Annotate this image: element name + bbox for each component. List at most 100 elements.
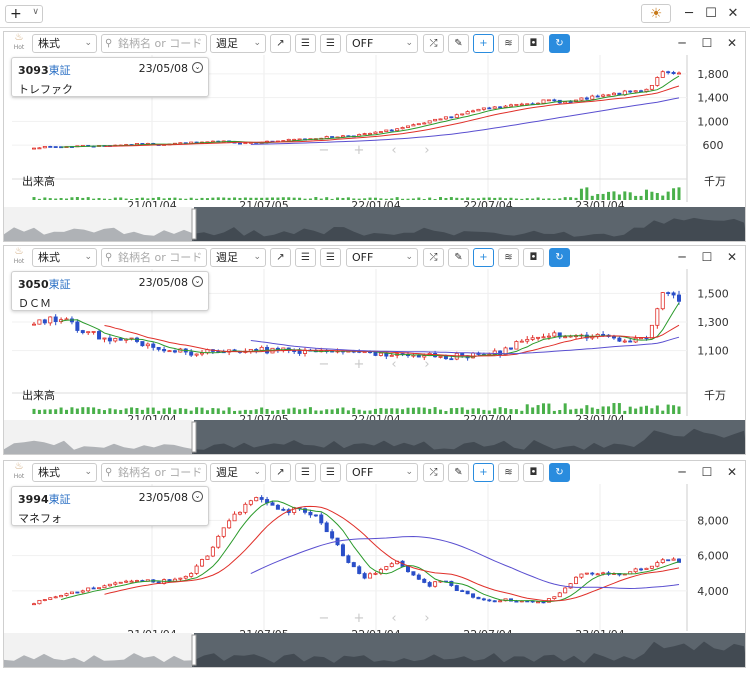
minimize-button[interactable]: ─ bbox=[680, 4, 698, 22]
volume-bar bbox=[379, 408, 383, 414]
zoom-out-icon[interactable]: − bbox=[319, 143, 330, 158]
zoom-out-icon[interactable]: − bbox=[319, 611, 330, 626]
panel-maximize-button[interactable]: ☐ bbox=[699, 249, 715, 265]
period-select[interactable]: 週足 ⌄ bbox=[210, 248, 266, 267]
crosshair-button[interactable]: + bbox=[473, 463, 494, 482]
hot-icon[interactable]: ♨ Hot bbox=[10, 33, 28, 53]
panel-close-button[interactable]: ✕ bbox=[724, 464, 740, 480]
volume-bar bbox=[422, 407, 426, 414]
crosshair-button[interactable]: + bbox=[473, 34, 494, 53]
shuffle-button[interactable]: ⤮ bbox=[423, 248, 444, 267]
candle-body bbox=[427, 120, 432, 124]
volume-bar bbox=[661, 195, 665, 200]
align-left-icon: ☰ bbox=[301, 467, 310, 478]
theme-toggle-button[interactable]: ☀ bbox=[641, 4, 671, 23]
pen-button[interactable]: ✎ bbox=[448, 463, 469, 482]
add-chart-button[interactable]: + ∨ bbox=[5, 5, 43, 23]
candle-body bbox=[259, 346, 264, 351]
volume-bar bbox=[634, 408, 638, 414]
camera-button[interactable]: ◘ bbox=[523, 34, 544, 53]
panel-close-button[interactable]: ✕ bbox=[724, 35, 740, 51]
align-left-tool[interactable]: ☰ bbox=[295, 248, 316, 267]
x-tick-label: 22/01/04 bbox=[351, 199, 400, 210]
chevron-down-icon: ⌄ bbox=[253, 38, 261, 48]
candle-body bbox=[503, 105, 508, 108]
search-input[interactable]: ⚲ 銘柄名 or コード bbox=[101, 463, 207, 482]
collapse-icon[interactable]: ⌄ bbox=[192, 62, 203, 73]
hot-icon[interactable]: ♨ Hot bbox=[10, 462, 28, 482]
period-select[interactable]: 週足 ⌄ bbox=[210, 34, 266, 53]
range-navigator[interactable] bbox=[4, 420, 746, 454]
zoom-in-icon[interactable]: + bbox=[354, 357, 365, 372]
volume-bar bbox=[585, 405, 589, 414]
camera-button[interactable]: ◘ bbox=[523, 463, 544, 482]
shuffle-button[interactable]: ⤮ bbox=[423, 463, 444, 482]
candle-body bbox=[411, 124, 416, 127]
overlay-select[interactable]: OFF ⌄ bbox=[346, 34, 418, 53]
scroll-left-icon[interactable]: ‹ bbox=[391, 143, 396, 158]
candle-body bbox=[221, 527, 226, 537]
search-input[interactable]: ⚲ 銘柄名 or コード bbox=[101, 248, 207, 267]
crosshair-button[interactable]: + bbox=[473, 248, 494, 267]
panel-minimize-button[interactable]: ─ bbox=[674, 464, 690, 480]
overlay-select[interactable]: OFF ⌄ bbox=[346, 248, 418, 267]
volume-bar bbox=[325, 409, 329, 414]
indicator-button[interactable]: ≋ bbox=[498, 248, 519, 267]
panel-maximize-button[interactable]: ☐ bbox=[699, 464, 715, 480]
camera-button[interactable]: ◘ bbox=[523, 248, 544, 267]
refresh-button[interactable]: ↻ bbox=[549, 248, 570, 267]
range-navigator[interactable] bbox=[4, 207, 746, 241]
chart-panel: ♨Hot 株式 ⌄ ⚲ 銘柄名 or コード週足 ⌄ ↗ ☰ ☰ OFF ⌄ ⤮ ✎ + ≋ ◘ ↻ ─ ☐ ✕ 21/… bbox=[3, 31, 746, 242]
volume-bar bbox=[569, 197, 573, 200]
scroll-right-icon[interactable]: › bbox=[424, 611, 429, 626]
search-input[interactable]: ⚲ 銘柄名 or コード bbox=[101, 34, 207, 53]
type-select[interactable]: 株式 ⌄ bbox=[32, 463, 97, 482]
overlay-select[interactable]: OFF ⌄ bbox=[346, 463, 418, 482]
zoom-in-icon[interactable]: + bbox=[354, 143, 365, 158]
scroll-left-icon[interactable]: ‹ bbox=[391, 357, 396, 372]
zoom-in-icon[interactable]: + bbox=[354, 611, 365, 626]
hot-icon[interactable]: ♨ Hot bbox=[10, 247, 28, 267]
navigator-handle bbox=[191, 208, 197, 240]
indicator-button[interactable]: ≋ bbox=[498, 34, 519, 53]
collapse-icon[interactable]: ⌄ bbox=[192, 491, 203, 502]
indicator-button[interactable]: ≋ bbox=[498, 463, 519, 482]
collapse-icon[interactable]: ⌄ bbox=[192, 276, 203, 287]
indicator-icon: ≋ bbox=[504, 38, 513, 49]
panel-minimize-button[interactable]: ─ bbox=[674, 35, 690, 51]
trend-line-tool[interactable]: ↗ bbox=[270, 34, 291, 53]
trend-line-tool[interactable]: ↗ bbox=[270, 463, 291, 482]
panel-minimize-button[interactable]: ─ bbox=[674, 249, 690, 265]
candle-body bbox=[183, 575, 188, 579]
candle-body bbox=[660, 559, 665, 563]
pen-button[interactable]: ✎ bbox=[448, 248, 469, 267]
shuffle-button[interactable]: ⤮ bbox=[423, 34, 444, 53]
refresh-button[interactable]: ↻ bbox=[549, 463, 570, 482]
align-left-tool[interactable]: ☰ bbox=[295, 463, 316, 482]
volume-bar bbox=[265, 197, 269, 200]
range-navigator[interactable] bbox=[4, 633, 746, 667]
close-button[interactable]: ✕ bbox=[724, 4, 742, 22]
type-select[interactable]: 株式 ⌄ bbox=[32, 248, 97, 267]
align-left-tool[interactable]: ☰ bbox=[295, 34, 316, 53]
scroll-left-icon[interactable]: ‹ bbox=[391, 611, 396, 626]
refresh-button[interactable]: ↻ bbox=[549, 34, 570, 53]
scroll-right-icon[interactable]: › bbox=[424, 357, 429, 372]
maximize-button[interactable]: ☐ bbox=[702, 4, 720, 22]
zoom-out-icon[interactable]: − bbox=[319, 357, 330, 372]
type-select[interactable]: 株式 ⌄ bbox=[32, 34, 97, 53]
volume-bar bbox=[661, 410, 665, 414]
align-right-tool[interactable]: ☰ bbox=[320, 463, 341, 482]
panel-close-icon: ✕ bbox=[726, 36, 738, 50]
panel-close-button[interactable]: ✕ bbox=[724, 249, 740, 265]
pen-button[interactable]: ✎ bbox=[448, 34, 469, 53]
period-select[interactable]: 週足 ⌄ bbox=[210, 463, 266, 482]
candle-body bbox=[378, 131, 383, 133]
align-right-tool[interactable]: ☰ bbox=[320, 34, 341, 53]
scroll-right-icon[interactable]: › bbox=[424, 143, 429, 158]
volume-bar bbox=[617, 403, 621, 414]
trend-line-tool[interactable]: ↗ bbox=[270, 248, 291, 267]
align-right-tool[interactable]: ☰ bbox=[320, 248, 341, 267]
panel-maximize-button[interactable]: ☐ bbox=[699, 35, 715, 51]
x-tick-label: 23/01/04 bbox=[575, 413, 624, 424]
